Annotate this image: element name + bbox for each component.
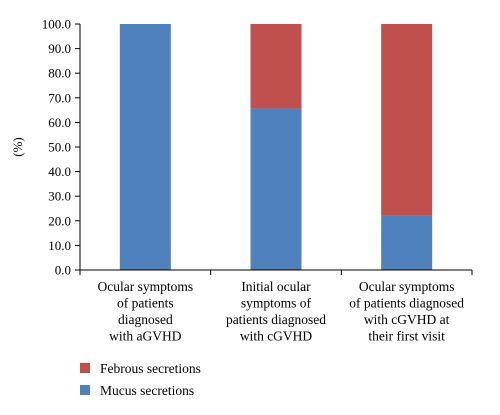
bar-febrous-secretions-3 <box>381 24 433 216</box>
bar-febrous-secretions-2 <box>250 24 302 109</box>
legend-swatch-febrous-secretions <box>80 363 90 373</box>
y-tick-label: 70.0 <box>48 90 71 105</box>
bar-mucus-secretions-2 <box>250 108 302 271</box>
y-tick-label: 0.0 <box>55 263 71 278</box>
y-tick-label: 90.0 <box>48 41 71 56</box>
x-category-label-line: patients diagnosed <box>226 312 326 327</box>
x-category-label-line: their first visit <box>368 329 445 344</box>
x-category-label: Ocular symptoms of patients diagnosed with … <box>98 279 194 344</box>
y-tick-label: 40.0 <box>48 164 71 179</box>
x-category-label-line: Ocular symptoms <box>98 279 194 294</box>
legend: Febrous secretions Mucus secretions <box>80 361 201 398</box>
y-tick-label: 60.0 <box>48 115 71 130</box>
x-category-label-line: Ocular symptoms <box>359 279 455 294</box>
x-category-label-line: of patients diagnosed <box>349 296 464 311</box>
legend-label-mucus-secretions: Mucus secretions <box>100 383 194 398</box>
y-tick-label: 10.0 <box>48 238 71 253</box>
y-tick-label: 30.0 <box>48 189 71 204</box>
x-category-label-line: with cGVHD at <box>364 312 450 327</box>
x-category-label-line: Initial ocular <box>241 279 311 294</box>
legend-label-febrous-secretions: Febrous secretions <box>100 361 201 376</box>
plot-area: 0.0 10.0 20.0 30.0 40.0 50.0 60.0 70.0 80.0 90.0 1… <box>10 17 473 344</box>
x-category-label: Initial ocular symptoms of patients diagno… <box>226 279 326 344</box>
x-category-label-line: diagnosed <box>118 312 173 327</box>
y-tick-label: 80.0 <box>48 66 71 81</box>
x-category-label-line: with aGVHD <box>109 329 182 344</box>
y-tick-label: 50.0 <box>48 140 71 155</box>
x-category-label-line: of patients <box>117 296 174 311</box>
y-tick-label: 100.0 <box>42 17 71 32</box>
legend-swatch-mucus-secretions <box>80 385 90 395</box>
bar-mucus-secretions-3 <box>381 215 433 270</box>
y-axis-title: (%) <box>10 137 25 157</box>
bar-mucus-secretions-1 <box>119 24 171 270</box>
x-category-label-line: symptoms of <box>241 296 312 311</box>
y-tick-label: 20.0 <box>48 213 71 228</box>
x-category-label-line: with cGVHD <box>240 329 313 344</box>
x-category-label: Ocular symptoms of patients diagnosed with… <box>349 279 464 344</box>
